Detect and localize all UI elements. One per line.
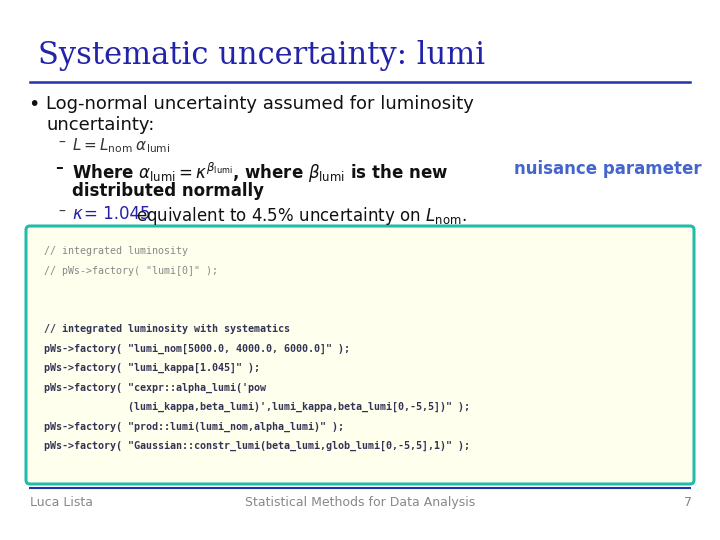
Text: Luca Lista: Luca Lista	[30, 496, 93, 509]
Text: –: –	[58, 136, 65, 150]
Text: Log-normal uncertainty assumed for luminosity: Log-normal uncertainty assumed for lumin…	[46, 95, 474, 113]
Text: equivalent to 4.5% uncertainty on $\mathit{L}_{\mathrm{nom}}$.: equivalent to 4.5% uncertainty on $\math…	[136, 205, 467, 227]
Text: distributed normally: distributed normally	[72, 182, 264, 200]
FancyBboxPatch shape	[26, 226, 694, 484]
Text: // integrated luminosity: // integrated luminosity	[44, 246, 188, 256]
Text: $\mathit{L} = \mathit{L}_{\mathrm{nom}}\;\alpha_{\mathrm{lumi}}$: $\mathit{L} = \mathit{L}_{\mathrm{nom}}\…	[72, 136, 170, 154]
Text: Systematic uncertainty: lumi: Systematic uncertainty: lumi	[38, 40, 485, 71]
Text: –: –	[55, 160, 63, 175]
Text: uncertainty:: uncertainty:	[46, 116, 154, 134]
Text: 7: 7	[684, 496, 692, 509]
Text: •: •	[28, 95, 40, 114]
Text: // integrated luminosity with systematics: // integrated luminosity with systematic…	[44, 324, 290, 334]
Text: –: –	[58, 205, 65, 219]
Text: pWs->factory( "cexpr::alpha_lumi('pow: pWs->factory( "cexpr::alpha_lumi('pow	[44, 382, 266, 393]
Text: (lumi_kappa,beta_lumi)',lumi_kappa,beta_lumi[0,-5,5])" );: (lumi_kappa,beta_lumi)',lumi_kappa,beta_…	[44, 402, 470, 412]
Text: Statistical Methods for Data Analysis: Statistical Methods for Data Analysis	[245, 496, 475, 509]
Text: pWs->factory( "lumi_nom[5000.0, 4000.0, 6000.0]" );: pWs->factory( "lumi_nom[5000.0, 4000.0, …	[44, 343, 350, 354]
Text: nuisance parameter: nuisance parameter	[514, 160, 701, 178]
Text: $\kappa$: $\kappa$	[72, 205, 84, 223]
Text: pWs->factory( "Gaussian::constr_lumi(beta_lumi,glob_lumi[0,-5,5],1)" );: pWs->factory( "Gaussian::constr_lumi(bet…	[44, 441, 470, 451]
Text: Where $\alpha_{\mathrm{lumi}} = \kappa^{\beta_{\mathrm{lumi}}}$, where $\beta_{\: Where $\alpha_{\mathrm{lumi}} = \kappa^{…	[72, 160, 449, 185]
Text: = 1.045: = 1.045	[84, 205, 150, 223]
Text: pWs->factory( "prod::lumi(lumi_nom,alpha_lumi)" );: pWs->factory( "prod::lumi(lumi_nom,alpha…	[44, 422, 344, 432]
Text: // pWs->factory( "lumi[0]" );: // pWs->factory( "lumi[0]" );	[44, 266, 218, 275]
Text: pWs->factory( "lumi_kappa[1.045]" );: pWs->factory( "lumi_kappa[1.045]" );	[44, 363, 260, 373]
